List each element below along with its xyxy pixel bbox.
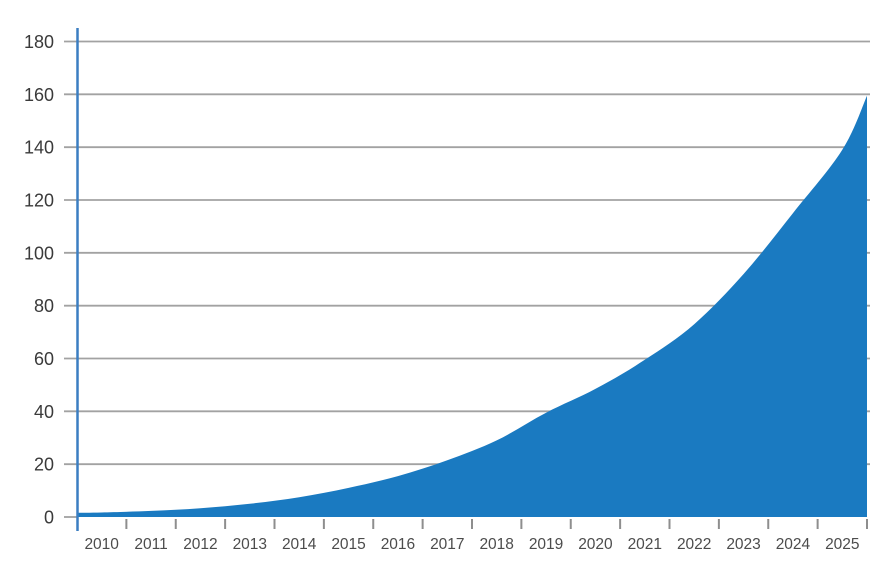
x-axis-label-2020: 2020 — [578, 536, 613, 553]
y-axis-label-180: 180 — [24, 32, 54, 52]
y-axis-label-0: 0 — [44, 508, 54, 528]
y-axis-label-40: 40 — [34, 402, 54, 422]
y-axis-label-100: 100 — [24, 243, 54, 263]
x-axis-label-2025: 2025 — [825, 536, 859, 553]
y-axis-label-120: 120 — [24, 191, 54, 211]
x-axis-label-2017: 2017 — [430, 536, 464, 553]
x-axis-label-2016: 2016 — [381, 536, 415, 553]
x-axis-label-2010: 2010 — [84, 536, 119, 553]
x-axis-label-2023: 2023 — [726, 536, 760, 553]
x-axis-label-2014: 2014 — [282, 536, 317, 553]
x-axis-label-2011: 2011 — [134, 536, 167, 553]
y-axis-label-160: 160 — [24, 85, 54, 105]
x-axis-label-2013: 2013 — [233, 536, 267, 553]
x-axis-label-2024: 2024 — [776, 536, 811, 553]
y-axis-label-80: 80 — [34, 296, 54, 316]
x-axis-label-2015: 2015 — [331, 536, 365, 553]
x-axis-label-2018: 2018 — [479, 536, 513, 553]
y-axis-label-140: 140 — [24, 138, 54, 158]
x-axis-label-2022: 2022 — [677, 536, 711, 553]
x-axis-label-2021: 2021 — [628, 536, 662, 553]
y-axis-label-20: 20 — [34, 455, 54, 475]
x-axis-label-2019: 2019 — [529, 536, 563, 553]
y-axis-label-60: 60 — [34, 349, 54, 369]
area-series — [77, 95, 867, 517]
x-axis-label-2012: 2012 — [183, 536, 217, 553]
